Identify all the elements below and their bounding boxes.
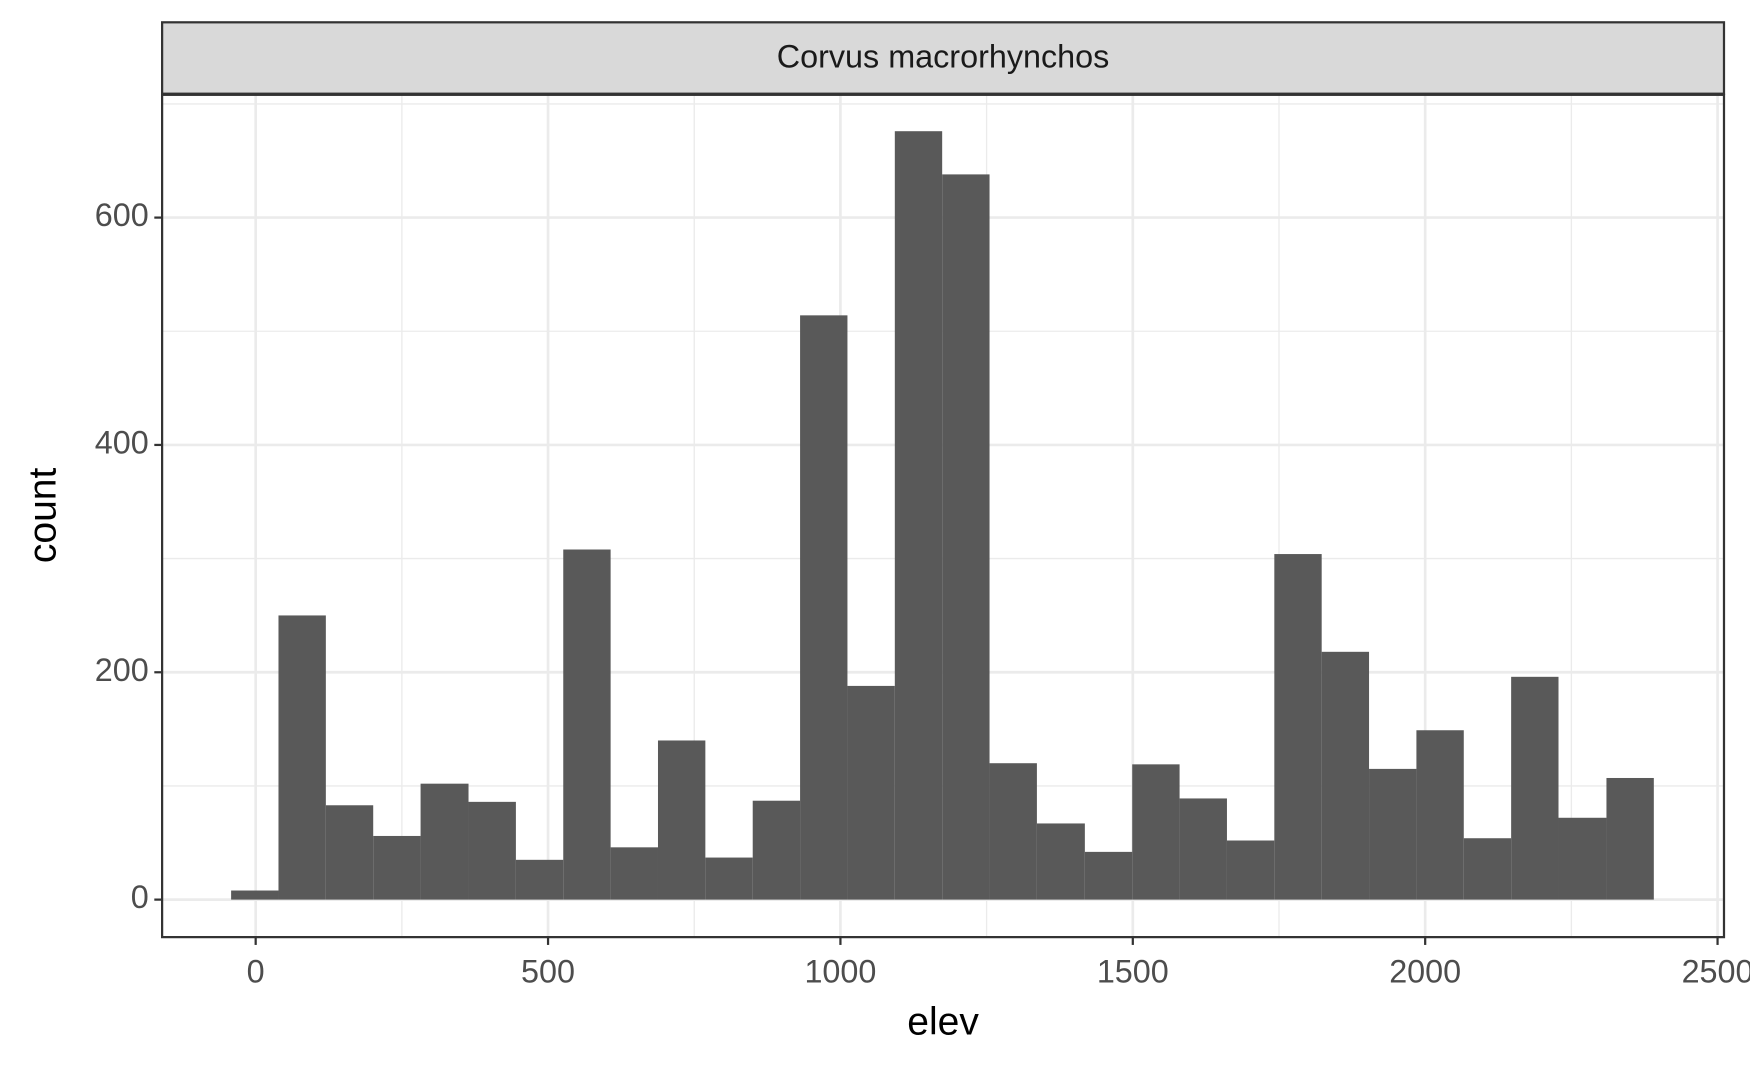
bar <box>563 549 611 900</box>
bar <box>1274 554 1322 900</box>
bar <box>989 763 1037 900</box>
bars <box>231 131 1654 900</box>
x-tick-label: 1000 <box>804 953 876 989</box>
bar <box>942 174 990 900</box>
bar <box>1511 676 1559 900</box>
bar <box>420 783 469 900</box>
bar <box>894 131 943 900</box>
bar <box>1369 768 1417 900</box>
bar <box>325 805 374 900</box>
strip <box>161 21 1726 95</box>
y-tick-label: 200 <box>95 652 149 688</box>
x-tick-label: 1500 <box>1097 953 1169 989</box>
bar <box>373 835 421 900</box>
bar <box>800 315 848 900</box>
bar <box>1558 817 1607 900</box>
bar <box>1463 838 1512 900</box>
x-tick-label: 2500 <box>1682 953 1750 989</box>
strip-title: Corvus macrorhynchos <box>777 39 1110 75</box>
bar <box>1606 777 1654 900</box>
y-tick-label: 400 <box>95 424 149 460</box>
bar <box>1226 840 1275 900</box>
bar <box>610 847 658 900</box>
y-tick-label: 0 <box>131 879 149 915</box>
axes: 0 500 1000 1500 2000 2500 0 200 400 600 <box>95 197 1750 989</box>
x-tick-label: 2000 <box>1389 953 1461 989</box>
bar <box>1036 823 1085 900</box>
bar <box>657 740 706 900</box>
bar <box>1132 764 1180 900</box>
x-tick-label: 0 <box>247 953 265 989</box>
bar <box>515 859 564 900</box>
bar <box>278 615 326 900</box>
bar <box>847 685 895 900</box>
bar <box>1321 651 1370 900</box>
bar <box>231 890 279 900</box>
bar <box>1416 730 1464 900</box>
y-tick-label: 600 <box>95 197 149 233</box>
x-axis-title: elev <box>907 1000 979 1043</box>
bar <box>1084 851 1133 900</box>
bar <box>1179 798 1227 900</box>
y-axis-title: count <box>21 468 64 564</box>
x-tick-label: 500 <box>521 953 575 989</box>
bar <box>468 801 516 900</box>
bar <box>705 857 753 900</box>
bar <box>752 800 801 900</box>
